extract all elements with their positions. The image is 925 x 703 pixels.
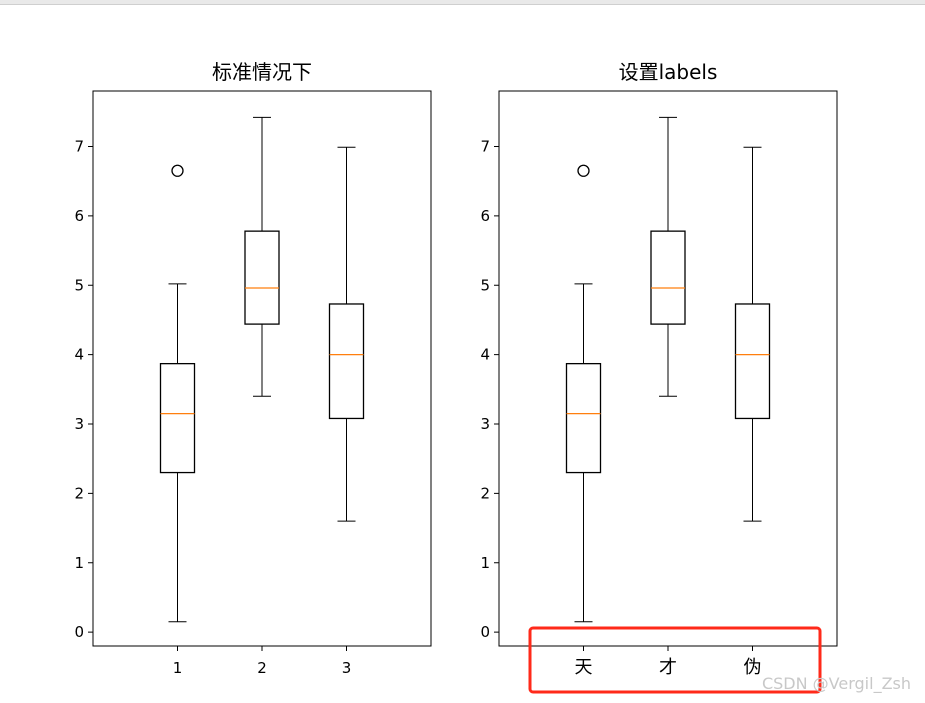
box <box>734 303 771 420</box>
box <box>159 362 196 474</box>
boxplot-3 <box>328 146 365 522</box>
y-tick-label: 3 <box>74 415 84 433</box>
y-tick-label: 1 <box>480 554 490 572</box>
boxplot-3 <box>734 146 771 522</box>
x-tick-label: 天 <box>575 657 593 678</box>
chart-title: 标准情况下 <box>212 60 312 84</box>
watermark: CSDN @Vergil_Zsh <box>761 674 911 693</box>
boxplot-1 <box>159 164 196 623</box>
window-top-edge <box>0 0 925 5</box>
x-tick-label: 1 <box>173 659 183 677</box>
box <box>650 230 686 325</box>
box <box>244 230 280 325</box>
y-tick-label: 0 <box>480 623 490 641</box>
y-tick-label: 5 <box>74 276 84 294</box>
y-tick-label: 6 <box>480 207 490 225</box>
y-tick-label: 4 <box>480 346 490 364</box>
x-tick-label: 才 <box>659 657 677 678</box>
y-tick-label: 3 <box>480 415 490 433</box>
y-tick-label: 1 <box>74 554 84 572</box>
boxplot-2 <box>244 116 280 397</box>
y-tick-label: 7 <box>74 138 84 156</box>
x-tick-label: 3 <box>342 659 352 677</box>
box <box>565 362 602 474</box>
boxplot-1 <box>565 164 602 623</box>
y-tick-label: 5 <box>480 276 490 294</box>
subplot-1: 标准情况下 0 1 2 3 4 5 6 7 1 2 3 <box>74 60 432 677</box>
y-tick-label: 2 <box>480 484 490 502</box>
chart-title: 设置labels <box>619 60 718 84</box>
boxplot-2 <box>650 116 686 397</box>
x-tick-label: 伪 <box>744 657 762 678</box>
y-tick-label: 7 <box>480 138 490 156</box>
highlight-box <box>528 626 822 694</box>
outlier-point <box>577 164 590 177</box>
box <box>328 303 365 420</box>
outlier-point <box>171 164 184 177</box>
y-tick-label: 4 <box>74 346 84 364</box>
y-tick-label: 6 <box>74 207 84 225</box>
x-tick-label: 2 <box>257 659 267 677</box>
subplot-2: 设置labels 0 1 2 3 4 5 6 7 天 才 伪 <box>480 60 838 694</box>
y-tick-label: 2 <box>74 484 84 502</box>
y-tick-label: 0 <box>74 623 84 641</box>
